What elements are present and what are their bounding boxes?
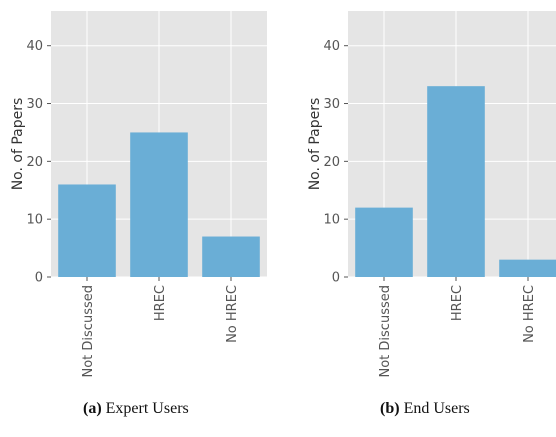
y-tick-label: 0 <box>35 271 43 286</box>
x-tick-label: HREC <box>450 285 465 321</box>
bar-no-hrec <box>202 236 260 277</box>
x-tick-label: HREC <box>153 285 168 321</box>
y-tick-label: 20 <box>323 155 340 170</box>
caption-end-users: (b) End Users <box>380 400 470 418</box>
y-tick-label: 40 <box>323 39 340 54</box>
y-axis-label: No. of Papers <box>307 98 323 191</box>
caption-text: End Users <box>403 400 470 417</box>
y-axis-label: No. of Papers <box>10 98 26 191</box>
x-tick-label: No HREC <box>225 285 240 343</box>
y-tick-label: 30 <box>26 97 43 112</box>
bar-hrec <box>427 86 485 277</box>
bar-no-hrec <box>499 259 556 277</box>
chart-panel-end-users: 0 10 20 30 40 Not Discussed HREC No HREC No. of … <box>307 11 556 378</box>
x-tick-label: Not Discussed <box>378 285 393 378</box>
x-tick-label: Not Discussed <box>81 285 96 378</box>
chart-panel-expert-users: 0 10 20 30 40 Not Discussed HREC No HREC No. of … <box>10 11 267 378</box>
y-tick-label: 10 <box>26 213 43 228</box>
caption-tag: (a) <box>83 400 102 417</box>
y-tick-label: 30 <box>323 97 340 112</box>
y-tick-label: 40 <box>26 39 43 54</box>
y-tick-label: 0 <box>332 271 340 286</box>
caption-expert-users: (a) Expert Users <box>83 400 189 418</box>
caption-tag: (b) <box>380 400 400 417</box>
bar-not-discussed <box>355 207 413 277</box>
bar-hrec <box>130 132 188 277</box>
bar-not-discussed <box>58 184 116 277</box>
y-tick-label: 20 <box>26 155 43 170</box>
caption-text: Expert Users <box>105 400 189 417</box>
y-tick-label: 10 <box>323 213 340 228</box>
x-tick-label: No HREC <box>522 285 537 343</box>
